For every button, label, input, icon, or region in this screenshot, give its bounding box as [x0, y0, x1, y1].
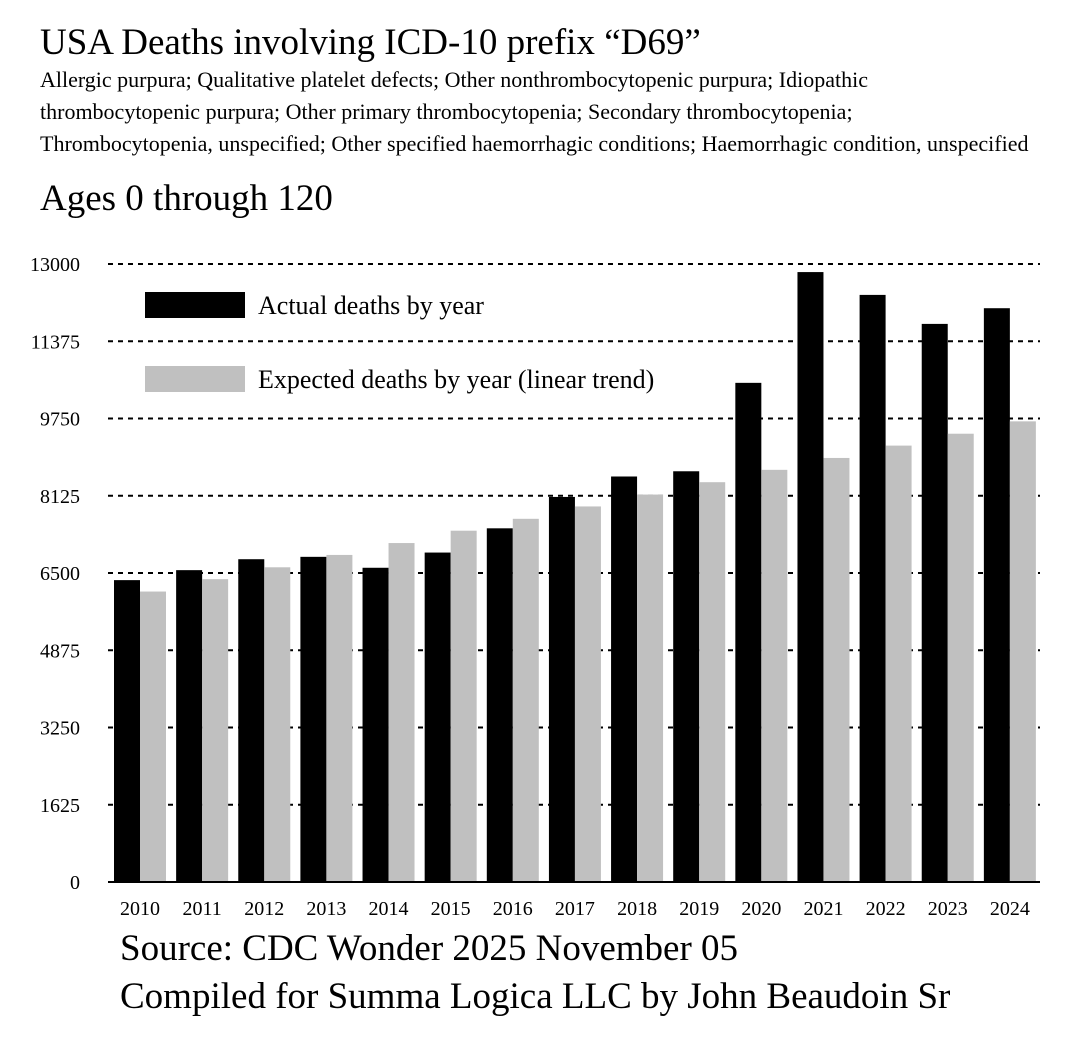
legend: Actual deaths by year Expected deaths by… [145, 291, 654, 394]
bar-expected-2022 [885, 445, 912, 882]
bar-actual-2018 [611, 476, 638, 882]
legend-swatch-expected [145, 366, 245, 392]
legend-label-expected: Expected deaths by year (linear trend) [258, 365, 654, 394]
bar-expected-2016 [512, 518, 539, 882]
chart-subtitle: Allergic purpura; Qualitative platelet d… [40, 67, 1029, 156]
bar-actual-2015 [424, 552, 451, 882]
bar-expected-2013 [326, 554, 353, 882]
age-range-label: Ages 0 through 120 [40, 178, 333, 219]
bar-actual-2020 [735, 382, 762, 882]
bar-expected-2011 [202, 579, 229, 882]
x-tick-label: 2011 [183, 898, 222, 920]
bar-actual-2011 [176, 570, 203, 882]
x-tick-label: 2022 [866, 898, 906, 920]
legend-swatch-actual [145, 292, 245, 318]
bar-actual-2010 [114, 580, 140, 882]
x-tick-label: 2017 [555, 898, 595, 920]
compiled-by-note: Compiled for Summa Logica LLC by John Be… [120, 976, 951, 1017]
y-axis-ticks: 0 1625 3250 4875 6500 8125 9750 11375 13000 [30, 254, 80, 894]
x-tick-label: 2019 [679, 898, 719, 920]
bar-actual-2012 [238, 559, 265, 882]
x-tick-label: 2021 [803, 898, 843, 920]
bar-expected-2012 [264, 567, 291, 882]
x-tick-label: 2014 [369, 898, 409, 920]
x-tick-label: 2010 [120, 898, 160, 920]
bar-expected-2017 [574, 506, 601, 882]
x-tick-label: 2018 [617, 898, 657, 920]
bar-expected-2020 [761, 469, 788, 882]
bar-actual-2013 [300, 556, 327, 882]
bars [114, 272, 1036, 883]
bar-expected-2023 [947, 433, 974, 882]
x-tick-label: 2020 [741, 898, 781, 920]
y-tick-label: 8125 [40, 486, 80, 508]
y-tick-label: 3250 [40, 718, 80, 740]
bar-actual-2021 [797, 272, 824, 882]
bar-expected-2014 [388, 543, 415, 882]
x-tick-label: 2023 [928, 898, 968, 920]
y-tick-label: 1625 [40, 795, 80, 817]
bar-actual-2017 [548, 496, 575, 882]
legend-label-actual: Actual deaths by year [258, 291, 484, 320]
bar-actual-2014 [362, 567, 389, 882]
x-tick-label: 2024 [990, 898, 1030, 920]
x-tick-label: 2015 [431, 898, 471, 920]
bar-actual-2023 [921, 323, 948, 883]
y-tick-label: 11375 [31, 331, 80, 353]
bar-expected-2010 [140, 591, 166, 882]
chart-title: USA Deaths involving ICD-10 prefix “D69” [40, 22, 701, 63]
bar-chart: 0 1625 3250 4875 6500 8125 9750 11375 13000 2010… [30, 254, 1040, 920]
x-tick-label: 2013 [306, 898, 346, 920]
x-tick-label: 2012 [244, 898, 284, 920]
y-tick-label: 6500 [40, 563, 80, 585]
bar-expected-2021 [823, 457, 850, 882]
bar-actual-2016 [486, 528, 513, 882]
bar-expected-2024 [1009, 421, 1036, 882]
source-note: Source: CDC Wonder 2025 November 05 [120, 928, 739, 969]
bar-actual-2019 [673, 471, 700, 882]
bar-expected-2019 [699, 482, 726, 882]
bar-expected-2018 [637, 494, 664, 882]
x-axis-ticks: 2010 2011 2012 2013 2014 2015 2016 2017 2018 2019… [120, 898, 1030, 920]
x-tick-label: 2016 [493, 898, 533, 920]
y-tick-label: 9750 [40, 409, 80, 431]
bar-actual-2024 [983, 308, 1010, 882]
bar-actual-2022 [859, 294, 886, 882]
y-tick-label: 4875 [40, 640, 80, 662]
y-tick-label: 0 [70, 872, 80, 894]
y-tick-label: 13000 [30, 254, 80, 276]
bar-expected-2015 [450, 530, 477, 882]
